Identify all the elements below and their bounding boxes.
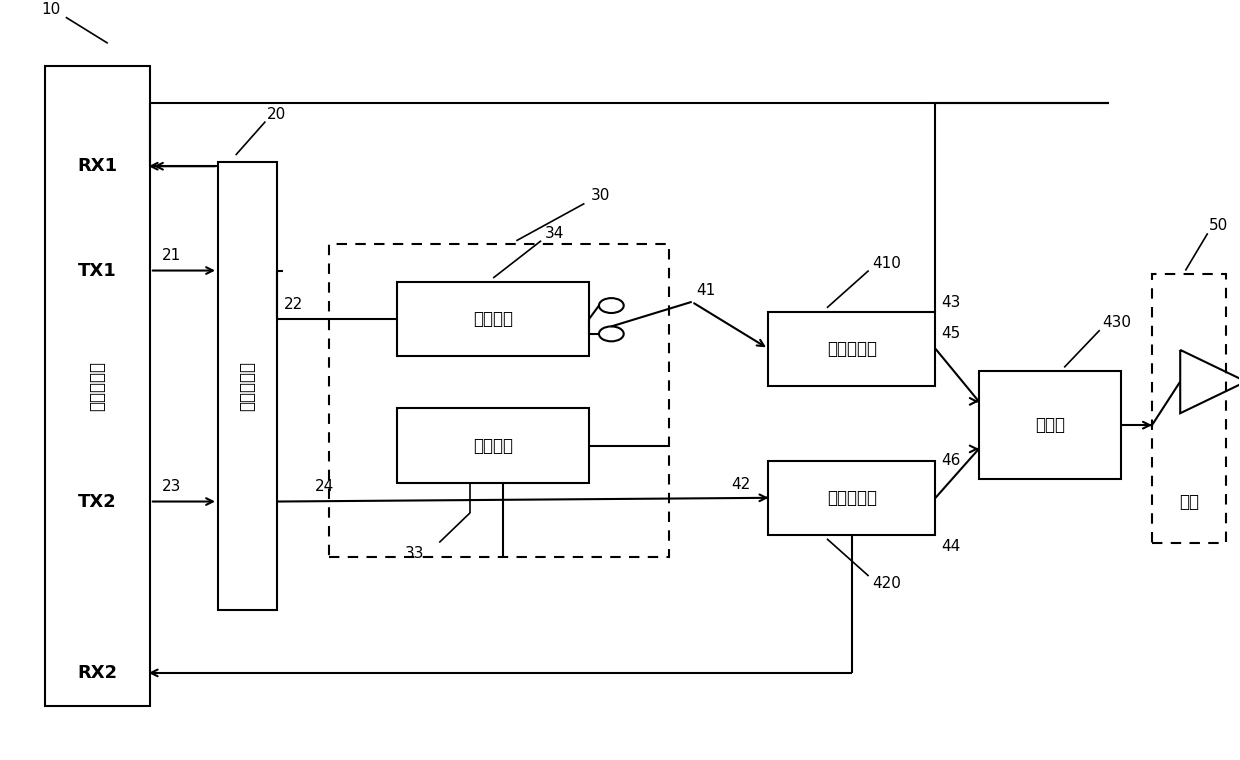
Text: 23: 23 xyxy=(162,479,181,494)
Text: 410: 410 xyxy=(872,255,901,271)
Bar xyxy=(45,65,150,707)
Text: 430: 430 xyxy=(1102,315,1132,330)
Text: 22: 22 xyxy=(284,296,303,312)
Text: 24: 24 xyxy=(315,479,334,494)
Text: 滤波模块: 滤波模块 xyxy=(474,310,513,328)
Bar xyxy=(1152,274,1226,543)
Bar xyxy=(397,282,589,356)
Text: 高频双工器: 高频双工器 xyxy=(827,489,877,507)
Text: 30: 30 xyxy=(591,188,610,204)
Text: 控制电路: 控制电路 xyxy=(474,437,513,454)
Text: 43: 43 xyxy=(941,295,961,310)
Text: RX2: RX2 xyxy=(77,664,118,682)
Text: 44: 44 xyxy=(941,539,961,554)
Bar xyxy=(218,163,278,610)
Bar xyxy=(330,245,670,557)
Text: 基带处理器: 基带处理器 xyxy=(88,361,107,411)
Text: 46: 46 xyxy=(941,452,961,467)
Text: 20: 20 xyxy=(267,106,286,122)
Text: RX1: RX1 xyxy=(77,157,118,176)
Text: 33: 33 xyxy=(404,546,424,561)
Text: 天线: 天线 xyxy=(1179,492,1199,511)
Text: 21: 21 xyxy=(162,248,181,263)
Text: TX2: TX2 xyxy=(78,492,117,511)
Text: TX1: TX1 xyxy=(78,261,117,280)
Bar xyxy=(769,312,935,386)
Bar xyxy=(978,371,1121,480)
Bar xyxy=(397,408,589,483)
Text: 50: 50 xyxy=(1209,218,1229,233)
Text: 34: 34 xyxy=(544,226,564,241)
Text: 420: 420 xyxy=(872,576,901,591)
Text: 低噪放大器: 低噪放大器 xyxy=(238,361,257,411)
Text: 41: 41 xyxy=(697,283,715,298)
Text: 10: 10 xyxy=(41,2,61,17)
Text: 低频双工器: 低频双工器 xyxy=(827,340,877,358)
Text: 42: 42 xyxy=(732,477,750,492)
Bar xyxy=(769,461,935,535)
Text: 45: 45 xyxy=(941,326,961,341)
Text: 分频器: 分频器 xyxy=(1035,416,1065,434)
